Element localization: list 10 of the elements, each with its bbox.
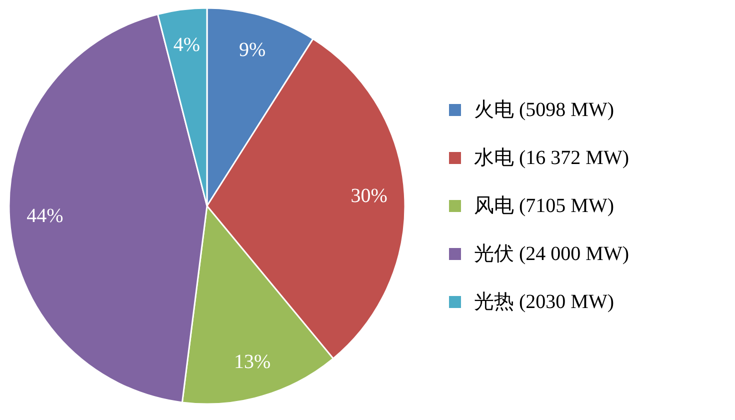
data-label: 13% (234, 350, 271, 373)
data-label: 4% (173, 34, 200, 56)
legend-label: 光伏 (24 000 MW) (474, 243, 629, 265)
legend-label: 风电 (7105 MW) (474, 195, 614, 217)
legend-label: 光热 (2030 MW) (474, 291, 614, 313)
data-label: 44% (26, 205, 64, 228)
data-label: 30% (350, 184, 388, 207)
data-label: 9% (238, 39, 266, 62)
legend-label: 火电 (5098 MW) (474, 99, 614, 121)
legend-label: 水电 (16 372 MW) (474, 147, 629, 169)
